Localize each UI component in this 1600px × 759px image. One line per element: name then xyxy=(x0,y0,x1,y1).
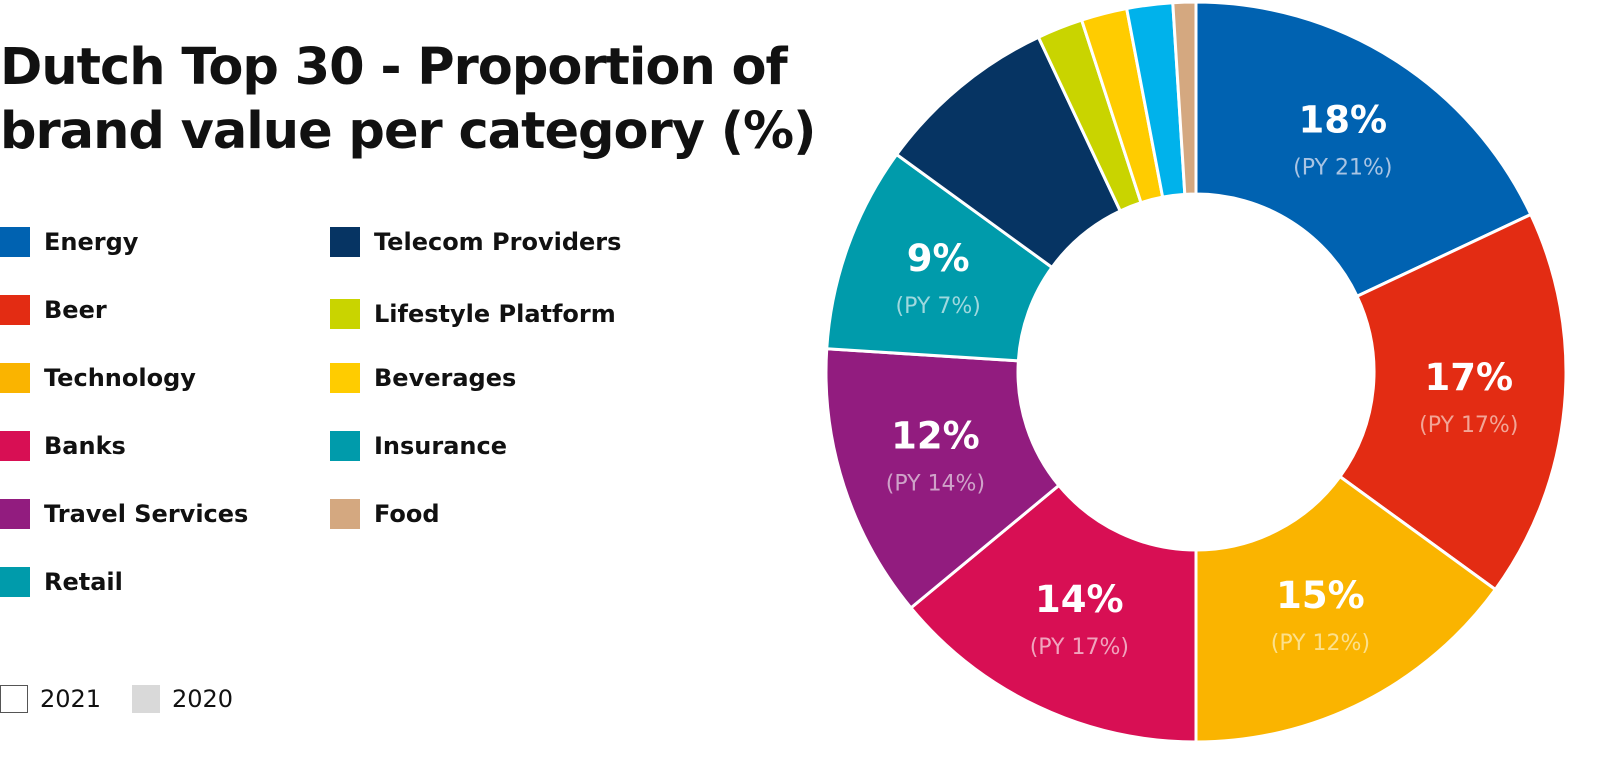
slice-previous-year-label: (PY 17%) xyxy=(1419,413,1518,438)
legend-label: Beverages xyxy=(374,364,517,392)
legend-label: Telecom Providers xyxy=(374,228,622,256)
legend-swatch xyxy=(330,431,360,461)
legend-label: Insurance xyxy=(374,432,508,460)
donut-chart: 18% (PY 21%) 17% (PY 17%) 15% (PY 12%) 14% (PY … xyxy=(824,0,1568,744)
legend-label: Banks xyxy=(44,432,126,460)
legend-item-beer: Beer xyxy=(0,295,107,325)
legend-item-food: Food xyxy=(330,499,440,529)
legend-item-telecom-providers: Telecom Providers xyxy=(330,227,621,257)
slice-energy xyxy=(1194,0,1533,299)
chart-title: Dutch Top 30 - Proportion of brand value… xyxy=(0,36,840,164)
year-swatch-2021 xyxy=(0,685,28,713)
legend-swatch xyxy=(330,499,360,529)
slice-percent-label: 18% xyxy=(1299,99,1388,142)
legend-label: Beer xyxy=(44,296,107,324)
slice-beer xyxy=(1337,212,1568,592)
slice-previous-year-label: (PY 7%) xyxy=(896,294,981,319)
slice-percent-label: 14% xyxy=(1035,578,1124,621)
legend-swatch xyxy=(0,499,30,529)
slice-previous-year-label: (PY 21%) xyxy=(1293,156,1392,181)
legend-item-lifestyle-platform: Lifestyle Platform xyxy=(330,299,616,329)
year-key-2020: 2020 xyxy=(132,684,233,714)
year-swatch-2020 xyxy=(132,685,160,713)
legend-label: Technology xyxy=(44,364,196,392)
legend-item-retail: Retail xyxy=(0,567,123,597)
year-label-2021: 2021 xyxy=(40,685,102,713)
legend-item-travel-services: Travel Services xyxy=(0,499,248,529)
legend-label: Lifestyle Platform xyxy=(374,300,616,328)
legend-label: Food xyxy=(374,500,440,528)
slice-percent-label: 12% xyxy=(891,415,980,458)
legend-swatch xyxy=(0,567,30,597)
legend-item-insurance: Insurance xyxy=(330,431,507,461)
legend-swatch xyxy=(330,227,360,257)
legend-item-beverages: Beverages xyxy=(330,363,516,393)
chart-title-line-1: Dutch Top 30 - Proportion of xyxy=(0,38,788,97)
legend-swatch xyxy=(330,363,360,393)
slice-travel-services xyxy=(824,347,1061,610)
legend-label: Travel Services xyxy=(44,500,249,528)
year-label-2020: 2020 xyxy=(172,685,234,713)
slice-food xyxy=(1171,0,1198,196)
slice-technology xyxy=(1194,474,1498,744)
legend-swatch xyxy=(0,227,30,257)
legend-label: Energy xyxy=(44,228,139,256)
legend-swatch xyxy=(0,431,30,461)
slice-percent-label: 17% xyxy=(1425,356,1514,399)
legend-item-energy: Energy xyxy=(0,227,138,257)
slice-percent-label: 9% xyxy=(907,237,970,280)
chart-title-line-2: brand value per category (%) xyxy=(0,102,816,161)
legend-label: Retail xyxy=(44,568,123,596)
slice-previous-year-label: (PY 17%) xyxy=(1030,635,1129,660)
legend-swatch xyxy=(0,295,30,325)
year-key-2021: 2021 xyxy=(0,684,101,714)
slice-previous-year-label: (PY 12%) xyxy=(1271,631,1370,656)
legend-swatch xyxy=(0,363,30,393)
legend-item-banks: Banks xyxy=(0,431,126,461)
slice-percent-label: 15% xyxy=(1276,574,1365,617)
legend-item-technology: Technology xyxy=(0,363,196,393)
legend-swatch xyxy=(330,299,360,329)
slice-previous-year-label: (PY 14%) xyxy=(886,472,985,497)
